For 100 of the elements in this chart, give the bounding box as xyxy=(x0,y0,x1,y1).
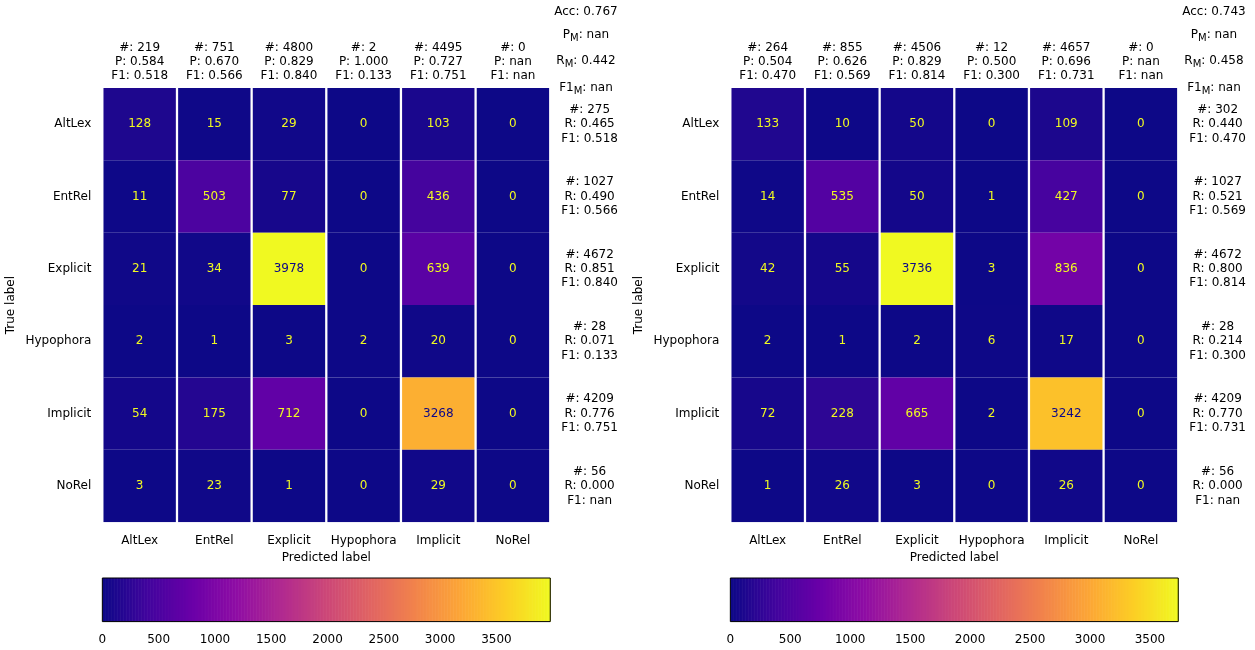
data-label: 0 xyxy=(509,188,517,203)
x-axis-title: Predicted label xyxy=(909,549,999,564)
y2-tick-label: #: 4209 R: 0.770 F1: 0.731 xyxy=(1189,391,1246,435)
data-label: 0 xyxy=(509,478,517,493)
data-label: 23 xyxy=(206,478,222,493)
y-tick-label: Implicit xyxy=(47,405,92,420)
data-label: 2 xyxy=(135,333,144,348)
color-bar-label: 1500 xyxy=(894,631,926,646)
x-tick-label: EntRel xyxy=(823,532,862,547)
data-label: 0 xyxy=(1137,116,1145,131)
data-label: 3268 xyxy=(423,405,454,420)
data-label: 0 xyxy=(509,116,517,131)
text: #: 0 P: nan F1: nan xyxy=(490,40,536,82)
data-label: 50 xyxy=(909,188,925,203)
data-label: 0 xyxy=(359,405,368,420)
text: #: 0 P: nan F1: nan xyxy=(1118,40,1164,82)
color-bar-label: 2500 xyxy=(1014,631,1046,646)
data-label: 29 xyxy=(281,116,297,131)
text: #: 751 P: 0.670 F1: 0.566 xyxy=(185,40,243,82)
text: #: 4657 P: 0.696 F1: 0.731 xyxy=(1037,40,1095,82)
x-tick-label: Implicit xyxy=(1044,532,1089,547)
data-label: 34 xyxy=(206,261,222,276)
x-axis-title: Predicted label xyxy=(281,549,371,564)
data-label: 0 xyxy=(1137,188,1145,203)
y2-tick-label: #: 4672 R: 0.851 F1: 0.840 xyxy=(561,246,618,290)
text: #: 219 P: 0.584 F1: 0.518 xyxy=(111,40,169,82)
color-bar-label: 1000 xyxy=(199,631,231,646)
data-label: 712 xyxy=(277,405,301,420)
data-label: 0 xyxy=(509,405,517,420)
data-label: 72 xyxy=(760,405,776,420)
data-label: 228 xyxy=(830,405,854,420)
data-label: 3736 xyxy=(901,261,933,276)
data-label: 103 xyxy=(426,116,450,131)
data-label: 10 xyxy=(834,116,850,131)
data-label: 29 xyxy=(430,478,446,493)
data-label: 175 xyxy=(202,405,226,420)
y-tick-label: EntRel xyxy=(52,188,92,203)
y-tick-label: NoRel xyxy=(684,478,720,493)
y-tick-label: NoRel xyxy=(56,478,92,493)
data-label: 0 xyxy=(1137,405,1145,420)
x-tick-label: Explicit xyxy=(267,532,312,547)
text: #: 12 P: 0.500 F1: 0.300 xyxy=(963,40,1020,82)
text: #: 4800 P: 0.829 F1: 0.840 xyxy=(260,40,318,82)
data-label: 17 xyxy=(1058,333,1074,348)
text: Acc: 0.743 P$_{M}$: nan R$_{M}$: 0.458 F1$_{M}$: nan xyxy=(1182,4,1246,97)
data-label: 6 xyxy=(987,333,996,348)
color-bar-label: 0 xyxy=(98,631,107,646)
data-label: 109 xyxy=(1054,116,1078,131)
y2-tick-label: #: 56 R: 0.000 F1: nan xyxy=(564,463,615,507)
color-bar-label: 2000 xyxy=(312,631,343,646)
data-label: 1 xyxy=(285,478,293,493)
data-label: 2 xyxy=(913,333,921,348)
data-label: 11 xyxy=(132,188,148,203)
data-label: 2 xyxy=(359,333,368,348)
color-bar-label: 3000 xyxy=(1074,631,1106,646)
x-tick-label: Implicit xyxy=(416,532,461,547)
data-label: 128 xyxy=(128,116,152,131)
text: #: 264 P: 0.504 F1: 0.470 xyxy=(739,40,797,82)
data-label: 77 xyxy=(281,188,297,203)
x-tick-label: EntRel xyxy=(195,532,234,547)
y2-tick-label: #: 28 R: 0.071 F1: 0.133 xyxy=(561,319,618,362)
data-label: 55 xyxy=(834,261,850,276)
x-tick-label: AltLex xyxy=(749,532,787,547)
y-tick-label: Hypophora xyxy=(25,333,92,348)
y-tick-label: Explicit xyxy=(47,261,92,276)
y-tick-label: Implicit xyxy=(675,405,720,420)
data-label: 2 xyxy=(763,333,772,348)
y-tick-label: Hypophora xyxy=(653,333,720,348)
y2-tick-label: #: 56 R: 0.000 F1: nan xyxy=(1192,463,1243,507)
data-label: 427 xyxy=(1054,188,1078,203)
data-label: 15 xyxy=(206,116,222,131)
text: #: 4506 P: 0.829 F1: 0.814 xyxy=(888,40,946,82)
data-label: 2 xyxy=(987,405,996,420)
color-bar-label: 0 xyxy=(726,631,735,646)
color-bar-label: 3500 xyxy=(481,631,512,646)
y2-tick-label: #: 28 R: 0.214 F1: 0.300 xyxy=(1189,319,1246,362)
data-label: 0 xyxy=(1137,478,1145,493)
data-label: 535 xyxy=(830,188,854,203)
data-label: 42 xyxy=(760,261,776,276)
x-tick-label: Hypophora xyxy=(330,532,397,547)
data-label: 14 xyxy=(760,188,776,203)
y-axis-title: True label xyxy=(631,275,646,336)
color-bar-label: 1000 xyxy=(834,631,866,646)
color-bar-label: 500 xyxy=(147,631,171,646)
x-tick-label: AltLex xyxy=(121,532,159,547)
data-label: 3242 xyxy=(1051,405,1082,420)
text: #: 2 P: 1.000 F1: 0.133 xyxy=(335,40,392,82)
data-label: 836 xyxy=(1054,261,1078,276)
data-label: 1 xyxy=(210,333,219,348)
x-tick-label: Hypophora xyxy=(958,532,1025,547)
text: #: 855 P: 0.626 F1: 0.569 xyxy=(813,40,871,82)
text: Acc: 0.767 P$_{M}$: nan R$_{M}$: 0.442 F1$_{M}$: nan xyxy=(554,4,618,97)
data-label: 3978 xyxy=(273,261,305,276)
text: #: 4495 P: 0.727 F1: 0.751 xyxy=(409,40,467,82)
y-tick-label: EntRel xyxy=(680,188,720,203)
color-bar-label: 500 xyxy=(778,631,802,646)
y2-tick-label: #: 275 R: 0.465 F1: 0.518 xyxy=(561,101,618,145)
y2-tick-label: #: 302 R: 0.440 F1: 0.470 xyxy=(1189,101,1246,145)
data-label: 0 xyxy=(1137,261,1145,276)
data-label: 21 xyxy=(132,261,148,276)
